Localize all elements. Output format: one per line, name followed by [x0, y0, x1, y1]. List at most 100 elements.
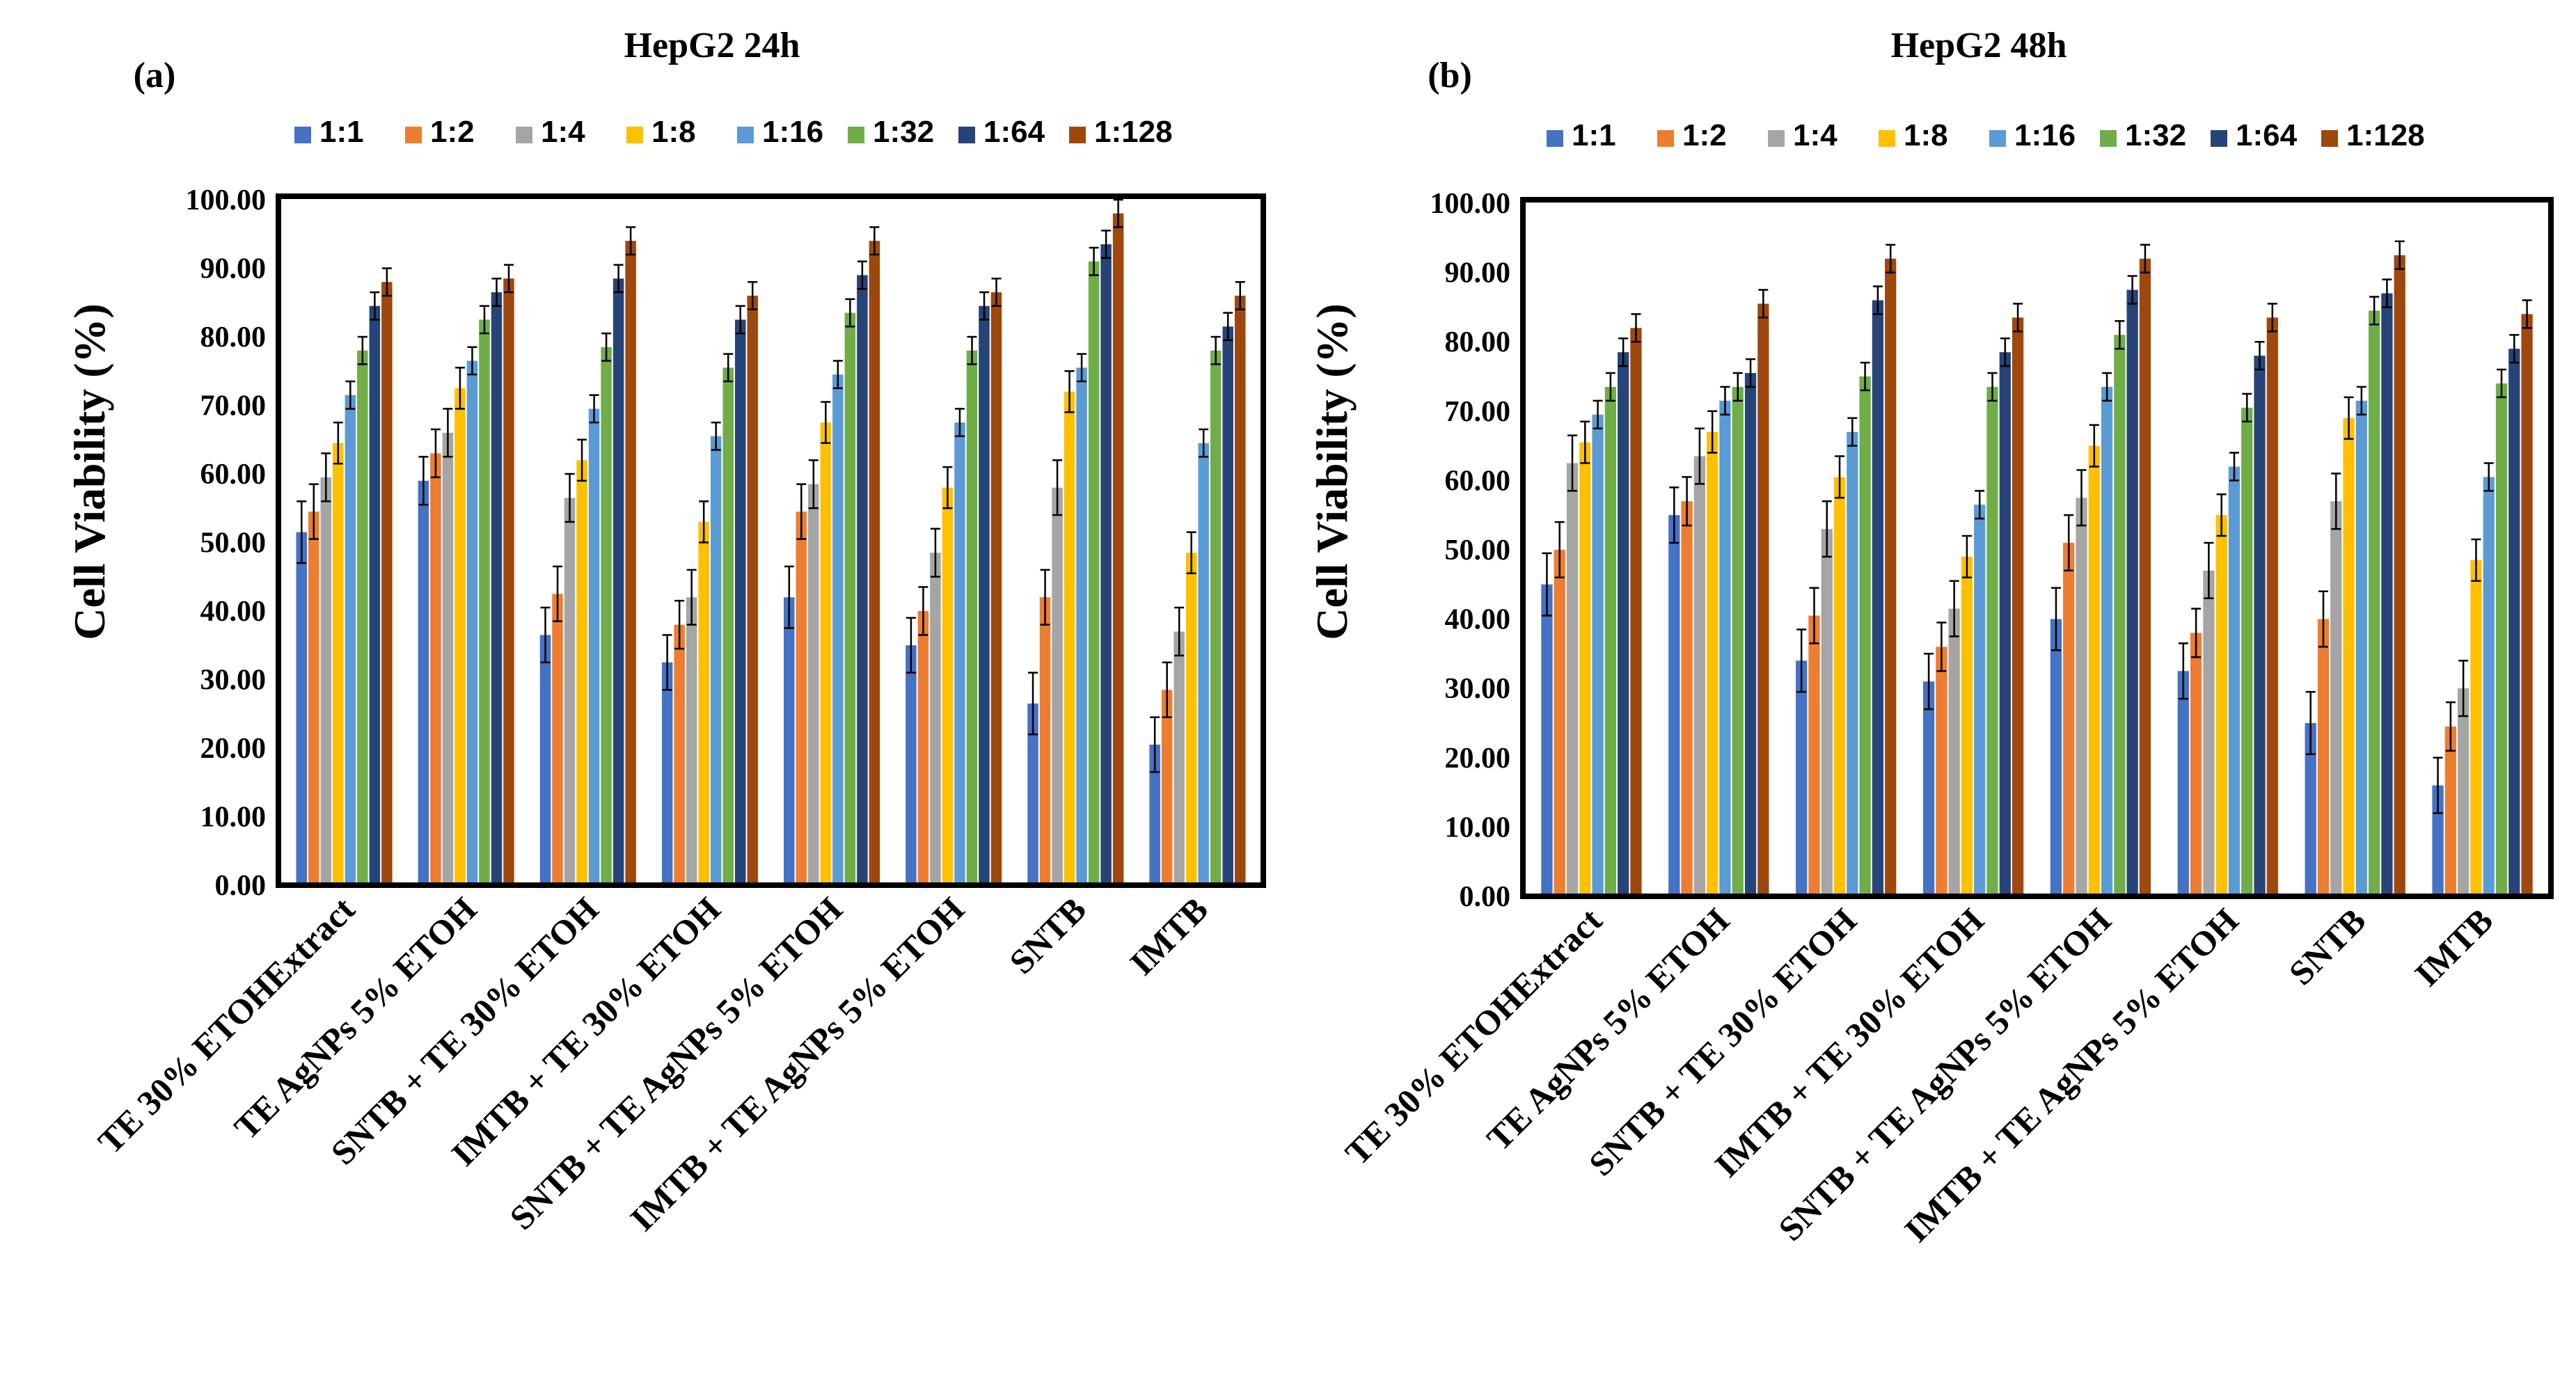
bar-6-1-16: [1076, 367, 1087, 885]
bar-0-1-8: [1579, 442, 1591, 896]
y-tick-label: 70.00: [1445, 396, 1511, 428]
legend-swatch-1-64: [958, 127, 975, 143]
y-tick-label: 30.00: [200, 665, 267, 697]
y-tick-label: 90.00: [1445, 257, 1511, 289]
bar-4-1-8: [820, 422, 832, 885]
category-label: IMTB: [1122, 889, 1215, 983]
bar-2-1-2: [1808, 615, 1820, 896]
bar-6-1-4: [2330, 501, 2342, 896]
y-tick-label: 50.00: [200, 527, 267, 559]
bar-5-1-16: [954, 422, 965, 885]
bar-4-1-4: [2076, 498, 2087, 896]
bar-2-1-16: [1847, 431, 1858, 896]
bar-4-1-128: [869, 241, 880, 886]
legend-label-1-4: 1:4: [541, 115, 585, 149]
bar-5-1-16: [2228, 466, 2241, 896]
bar-2-1-16: [588, 408, 600, 885]
legend-label-1-8: 1:8: [1904, 118, 1948, 152]
bar-4-1-64: [857, 275, 868, 886]
category-label: IMTB: [2407, 900, 2500, 994]
bar-1-1-4: [442, 432, 454, 885]
bar-7-1-4: [1174, 631, 1185, 885]
legend-swatch-1-4: [516, 127, 532, 143]
bar-1-1-4: [1693, 456, 1706, 896]
bar-1-1-2: [1681, 501, 1693, 896]
bar-0-1-2: [1554, 550, 1565, 896]
bar-1-1-64: [1744, 373, 1757, 896]
panel-label: (a): [134, 56, 176, 95]
bar-1-1-8: [455, 388, 466, 885]
legend-label-1-1: 1:1: [319, 115, 364, 149]
bar-7-1-64: [2508, 349, 2520, 896]
y-tick-label: 10.00: [1445, 811, 1511, 843]
bar-0-1-16: [345, 395, 356, 885]
y-tick-label: 50.00: [1445, 534, 1511, 566]
bar-7-1-32: [1210, 350, 1222, 885]
bar-7-1-2: [1161, 690, 1173, 885]
bar-0-1-4: [320, 477, 332, 885]
bar-2-1-2: [552, 594, 563, 885]
y-tick-label: 60.00: [1445, 465, 1511, 497]
bar-6-1-64: [1100, 244, 1112, 885]
bar-4-1-64: [2126, 289, 2138, 896]
y-tick-label: 80.00: [1445, 326, 1511, 358]
bar-2-1-8: [1833, 477, 1846, 896]
bar-3-1-4: [686, 597, 697, 885]
legend-swatch-1-4: [1768, 130, 1785, 147]
bar-1-1-32: [1732, 386, 1744, 896]
bar-1-1-1: [1668, 515, 1680, 896]
bar-2-1-8: [576, 460, 587, 885]
bar-1-1-16: [466, 360, 478, 885]
plot-frame: [276, 193, 1266, 888]
legend-label-1-2: 1:2: [1682, 118, 1727, 152]
bar-5-1-8: [942, 487, 954, 885]
y-tick-label: 10.00: [200, 802, 267, 834]
bar-6-1-32: [2368, 310, 2380, 896]
category-label: TE 30% ETOHExtract: [1338, 900, 1610, 1173]
legend-label-1-64: 1:64: [2236, 118, 2298, 152]
bar-3-1-32: [1986, 386, 1998, 896]
bar-2-1-4: [1821, 529, 1833, 896]
bar-3-1-1: [1922, 681, 1935, 896]
bar-3-1-2: [1936, 646, 1947, 896]
bar-4-1-32: [844, 312, 856, 885]
bar-0-1-128: [1630, 328, 1642, 896]
bar-5-1-2: [917, 611, 929, 885]
legend-swatch-1-8: [1879, 130, 1895, 147]
legend-label-1-128: 1:128: [1094, 115, 1173, 149]
bar-1-1-2: [430, 453, 441, 885]
bar-7-1-8: [1185, 553, 1197, 885]
bar-6-1-16: [2355, 400, 2367, 896]
y-tick-label: 100.00: [186, 184, 267, 216]
bar-4-1-4: [808, 484, 819, 885]
bar-7-1-1: [1149, 745, 1160, 885]
bar-4-1-1: [784, 597, 795, 885]
bar-6-1-2: [2317, 619, 2330, 896]
bar-0-1-64: [1618, 352, 1629, 896]
bar-5-1-4: [930, 553, 941, 885]
y-tick-label: 0.00: [1460, 881, 1511, 913]
bar-0-1-8: [333, 443, 344, 885]
legend-label-1-8: 1:8: [651, 115, 696, 149]
bar-6-1-32: [1088, 261, 1100, 885]
bar-1-1-16: [1719, 400, 1731, 896]
panel-label: (b): [1428, 56, 1472, 95]
bar-4-1-1: [2050, 619, 2062, 896]
chart-title: HepG2 24h: [624, 26, 800, 65]
bar-3-1-16: [1974, 505, 1986, 896]
bar-0-1-1: [296, 532, 308, 885]
bar-7-1-64: [1222, 326, 1233, 886]
bar-6-1-8: [2343, 418, 2355, 896]
bar-6-1-8: [1064, 391, 1075, 885]
bar-6-1-2: [1039, 597, 1051, 885]
bar-5-1-32: [2241, 407, 2253, 896]
category-label: SNTB: [1002, 889, 1093, 981]
bar-1-1-128: [503, 278, 514, 885]
bar-6-1-4: [1052, 487, 1063, 885]
legend-label-1-32: 1:32: [2125, 118, 2186, 152]
bar-2-1-32: [1859, 376, 1871, 896]
bar-6-1-1: [1027, 703, 1038, 885]
bar-7-1-128: [2521, 314, 2533, 896]
bar-0-1-32: [1604, 386, 1617, 896]
